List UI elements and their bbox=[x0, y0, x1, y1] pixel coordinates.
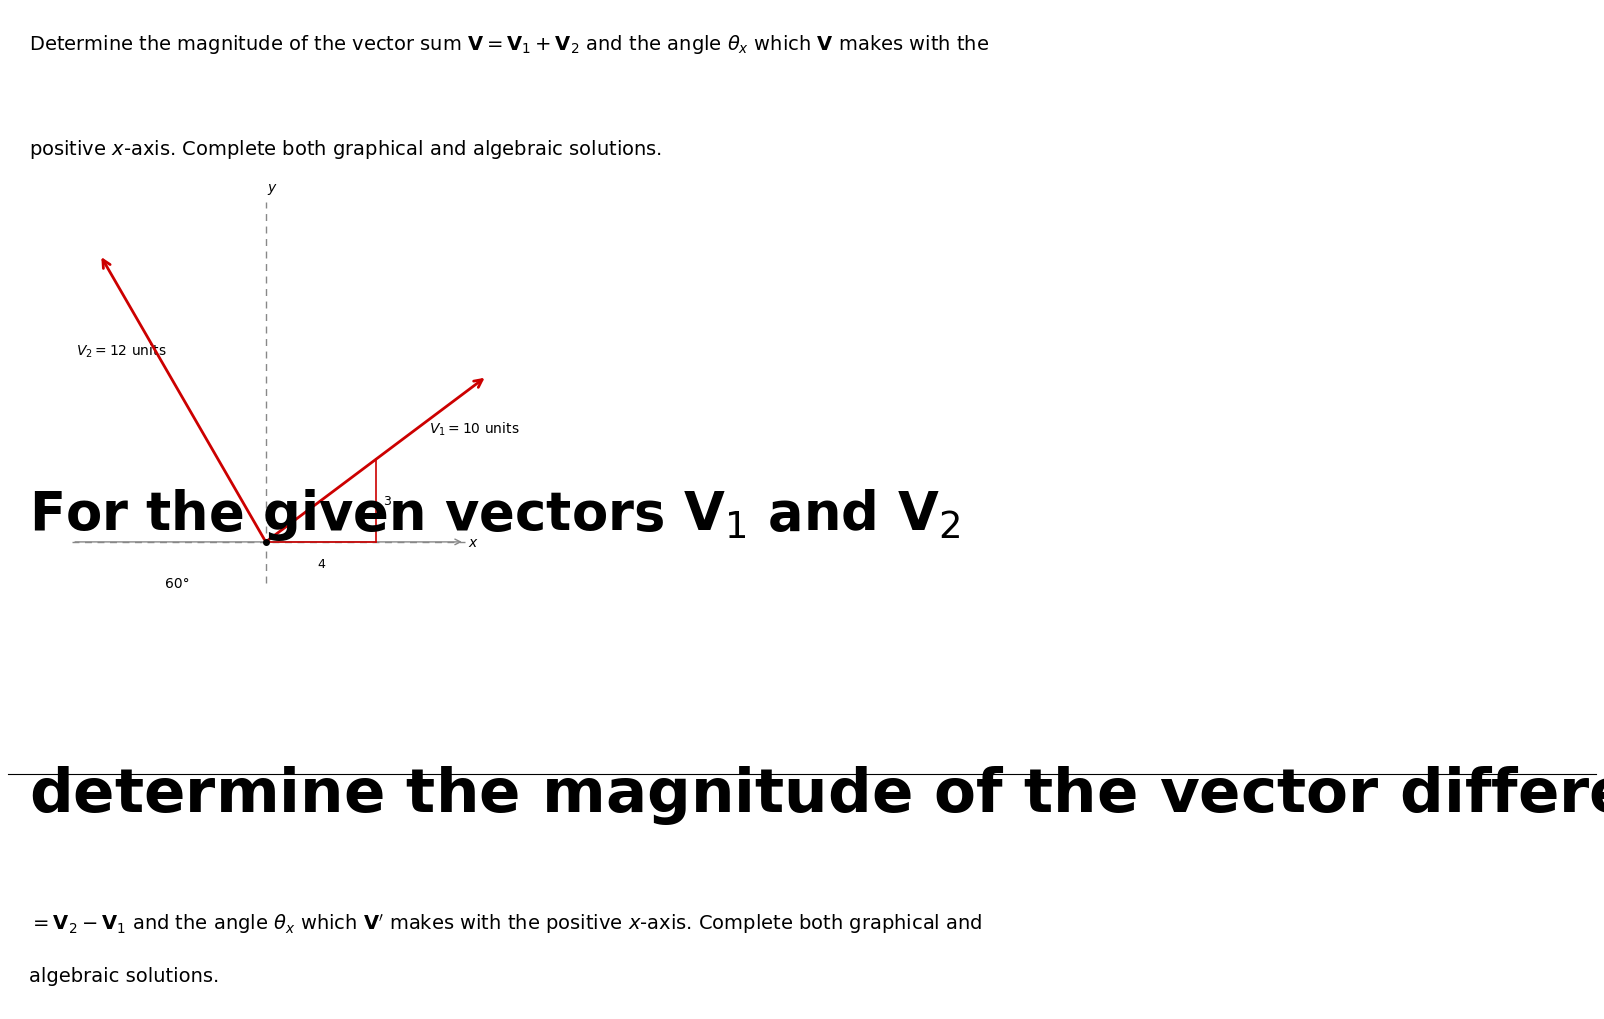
Text: determine the magnitude of the vector difference $\mathbf{V'}$: determine the magnitude of the vector di… bbox=[29, 762, 1604, 826]
Text: $y$: $y$ bbox=[268, 181, 277, 197]
Text: 4: 4 bbox=[318, 557, 326, 571]
Text: For the given vectors $\mathbf{V}_1$ and $\mathbf{V}_2$: For the given vectors $\mathbf{V}_1$ and… bbox=[29, 486, 961, 542]
Text: 3: 3 bbox=[383, 494, 391, 507]
Text: algebraic solutions.: algebraic solutions. bbox=[29, 966, 220, 985]
Text: positive $x$-axis. Complete both graphical and algebraic solutions.: positive $x$-axis. Complete both graphic… bbox=[29, 138, 662, 161]
Text: Determine the magnitude of the vector sum $\mathbf{V} = \mathbf{V}_1 + \mathbf{V: Determine the magnitude of the vector su… bbox=[29, 33, 990, 56]
Text: 60°: 60° bbox=[165, 577, 189, 591]
Text: $V_1 = 10$ units: $V_1 = 10$ units bbox=[428, 420, 520, 437]
Text: $x$: $x$ bbox=[468, 535, 478, 549]
Text: $V_2 = 12$ units: $V_2 = 12$ units bbox=[75, 342, 167, 360]
Text: $= \mathbf{V}_2 - \mathbf{V}_1$ and the angle $\theta_x$ which $\mathbf{V'}$ mak: $= \mathbf{V}_2 - \mathbf{V}_1$ and the … bbox=[29, 911, 982, 935]
